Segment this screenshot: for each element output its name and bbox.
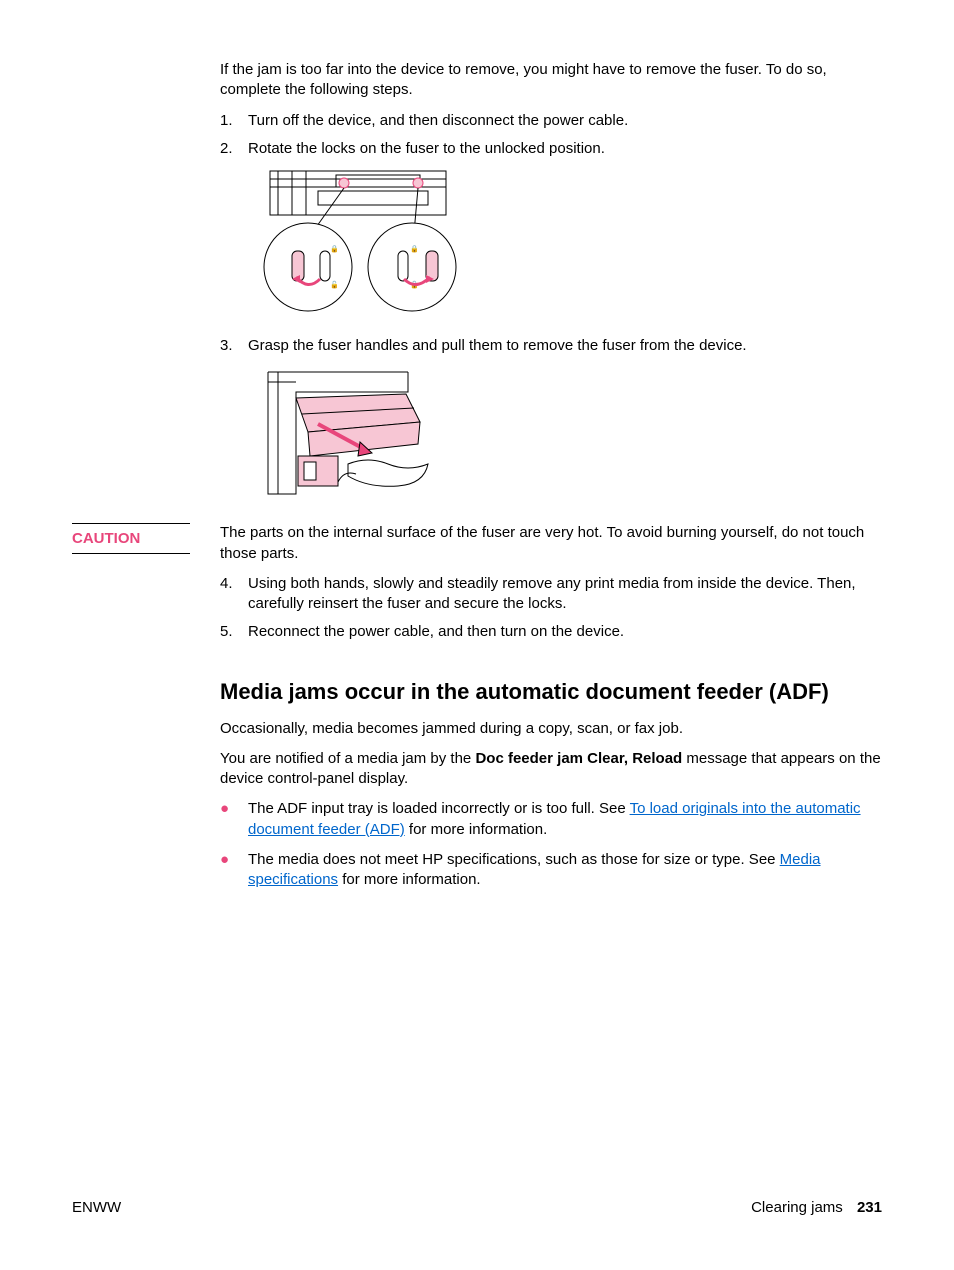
page-footer: ENWW Clearing jams 231: [72, 1199, 882, 1216]
bullet-text: The media does not meet HP specification…: [248, 850, 882, 891]
step-text: Using both hands, slowly and steadily re…: [248, 574, 882, 615]
fuser-locks-svg: 🔒 🔓 🔒 🔓: [248, 167, 468, 317]
content-column-2: 4. Using both hands, slowly and steadily…: [220, 574, 882, 891]
fuser-pull-diagram: [248, 364, 882, 509]
caution-label-column: CAUTION: [72, 523, 220, 564]
svg-text:🔒: 🔒: [330, 245, 339, 253]
intro-paragraph: If the jam is too far into the device to…: [220, 60, 882, 101]
bullet-dot-icon: ●: [220, 799, 248, 840]
bullet-dot-icon: ●: [220, 850, 248, 891]
step-4: 4. Using both hands, slowly and steadily…: [220, 574, 882, 615]
step-text: Grasp the fuser handles and pull them to…: [248, 336, 882, 356]
adf-p2-lead: You are notified of a media jam by the: [220, 750, 475, 767]
section-heading: Media jams occur in the automatic docume…: [220, 679, 882, 705]
step-1: 1. Turn off the device, and then disconn…: [220, 111, 882, 131]
step-text: Rotate the locks on the fuser to the unl…: [248, 139, 882, 159]
page: If the jam is too far into the device to…: [0, 0, 954, 1270]
step-text: Turn off the device, and then disconnect…: [248, 111, 882, 131]
bullet-1-tail: for more information.: [405, 821, 548, 838]
fuser-pull-svg: [248, 364, 438, 504]
page-number: 231: [857, 1199, 882, 1216]
bullet-2-lead: The media does not meet HP specification…: [248, 851, 780, 868]
step-number: 3.: [220, 336, 248, 356]
fuser-locks-diagram: 🔒 🔓 🔒 🔓: [248, 167, 882, 322]
step-number: 4.: [220, 574, 248, 615]
adf-p2-bold: Doc feeder jam Clear, Reload: [475, 750, 682, 767]
step-number: 1.: [220, 111, 248, 131]
step-text: Reconnect the power cable, and then turn…: [248, 622, 882, 642]
bullet-1: ● The ADF input tray is loaded incorrect…: [220, 799, 882, 840]
step-number: 5.: [220, 622, 248, 642]
footer-section-label: Clearing jams: [751, 1199, 843, 1216]
bullet-list: ● The ADF input tray is loaded incorrect…: [220, 799, 882, 890]
caution-label: CAUTION: [72, 523, 190, 554]
bullet-1-lead: The ADF input tray is loaded incorrectly…: [248, 800, 630, 817]
content-column: If the jam is too far into the device to…: [220, 60, 882, 509]
footer-left: ENWW: [72, 1199, 121, 1216]
svg-text:🔓: 🔓: [330, 280, 339, 289]
step-2: 2. Rotate the locks on the fuser to the …: [220, 139, 882, 159]
adf-paragraph-1: Occasionally, media becomes jammed durin…: [220, 719, 882, 739]
step-3: 3. Grasp the fuser handles and pull them…: [220, 336, 882, 356]
step-5: 5. Reconnect the power cable, and then t…: [220, 622, 882, 642]
step-number: 2.: [220, 139, 248, 159]
bullet-2: ● The media does not meet HP specificati…: [220, 850, 882, 891]
bullet-2-tail: for more information.: [338, 871, 481, 888]
caution-block: CAUTION The parts on the internal surfac…: [72, 523, 882, 564]
bullet-text: The ADF input tray is loaded incorrectly…: [248, 799, 882, 840]
caution-text: The parts on the internal surface of the…: [220, 523, 882, 564]
adf-paragraph-2: You are notified of a media jam by the D…: [220, 749, 882, 790]
footer-right: Clearing jams 231: [751, 1199, 882, 1216]
steps-list-cont: 3. Grasp the fuser handles and pull them…: [220, 336, 882, 356]
svg-text:🔒: 🔒: [410, 245, 419, 253]
steps-list: 1. Turn off the device, and then disconn…: [220, 111, 882, 160]
steps-list-cont2: 4. Using both hands, slowly and steadily…: [220, 574, 882, 643]
